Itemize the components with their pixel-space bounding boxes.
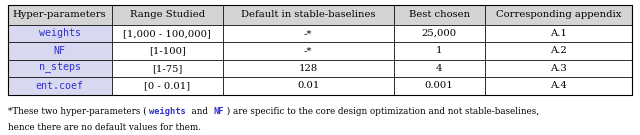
Text: 128: 128 bbox=[299, 64, 318, 73]
Text: Corresponding appendix: Corresponding appendix bbox=[496, 11, 621, 19]
Text: Best chosen: Best chosen bbox=[409, 11, 470, 19]
Bar bbox=[484, 42, 632, 60]
Bar bbox=[112, 42, 223, 60]
Text: ent.coef: ent.coef bbox=[36, 81, 84, 91]
Bar bbox=[8, 5, 632, 94]
Bar bbox=[223, 60, 394, 77]
Text: 0.01: 0.01 bbox=[297, 81, 319, 90]
Bar bbox=[394, 42, 484, 60]
Bar bbox=[112, 5, 223, 25]
Text: [1,000 - 100,000]: [1,000 - 100,000] bbox=[124, 29, 211, 38]
Bar bbox=[112, 25, 223, 42]
Bar bbox=[484, 25, 632, 42]
Bar bbox=[8, 77, 112, 94]
Bar bbox=[394, 5, 484, 25]
Bar bbox=[8, 60, 112, 77]
Text: weights: weights bbox=[39, 28, 81, 38]
Bar bbox=[112, 60, 223, 77]
Text: Default in stable-baselines: Default in stable-baselines bbox=[241, 11, 376, 19]
Text: -*: -* bbox=[304, 29, 312, 38]
Text: ) are specific to the core design optimization and not stable-baselines,: ) are specific to the core design optimi… bbox=[224, 107, 539, 116]
Bar bbox=[8, 5, 112, 25]
Text: and: and bbox=[186, 107, 213, 116]
Text: 1: 1 bbox=[436, 46, 442, 55]
Text: [0 - 0.01]: [0 - 0.01] bbox=[144, 81, 190, 90]
Text: weights: weights bbox=[149, 107, 186, 116]
Text: A.4: A.4 bbox=[550, 81, 567, 90]
Text: Hyper-parameters: Hyper-parameters bbox=[13, 11, 106, 19]
Text: NF: NF bbox=[54, 46, 66, 56]
Text: *These two hyper-parameters (: *These two hyper-parameters ( bbox=[8, 107, 149, 116]
Bar bbox=[484, 5, 632, 25]
Bar bbox=[223, 5, 394, 25]
Bar bbox=[112, 77, 223, 94]
Bar bbox=[394, 60, 484, 77]
Text: 4: 4 bbox=[436, 64, 442, 73]
Text: NF: NF bbox=[213, 107, 224, 116]
Bar bbox=[223, 42, 394, 60]
Bar bbox=[394, 25, 484, 42]
Text: [1-100]: [1-100] bbox=[148, 46, 186, 55]
Text: 0.001: 0.001 bbox=[425, 81, 454, 90]
Bar bbox=[484, 60, 632, 77]
Bar bbox=[484, 77, 632, 94]
Text: hence there are no default values for them.: hence there are no default values for th… bbox=[8, 123, 201, 132]
Text: -*: -* bbox=[304, 46, 312, 55]
Bar bbox=[8, 42, 112, 60]
Text: Range Studied: Range Studied bbox=[130, 11, 205, 19]
Bar bbox=[394, 77, 484, 94]
Text: 25,000: 25,000 bbox=[422, 29, 457, 38]
Text: A.2: A.2 bbox=[550, 46, 567, 55]
Bar bbox=[223, 77, 394, 94]
Text: A.1: A.1 bbox=[550, 29, 567, 38]
Bar bbox=[8, 25, 112, 42]
Text: n_steps: n_steps bbox=[39, 63, 81, 73]
Text: [1-75]: [1-75] bbox=[152, 64, 182, 73]
Bar bbox=[223, 25, 394, 42]
Text: A.3: A.3 bbox=[550, 64, 567, 73]
